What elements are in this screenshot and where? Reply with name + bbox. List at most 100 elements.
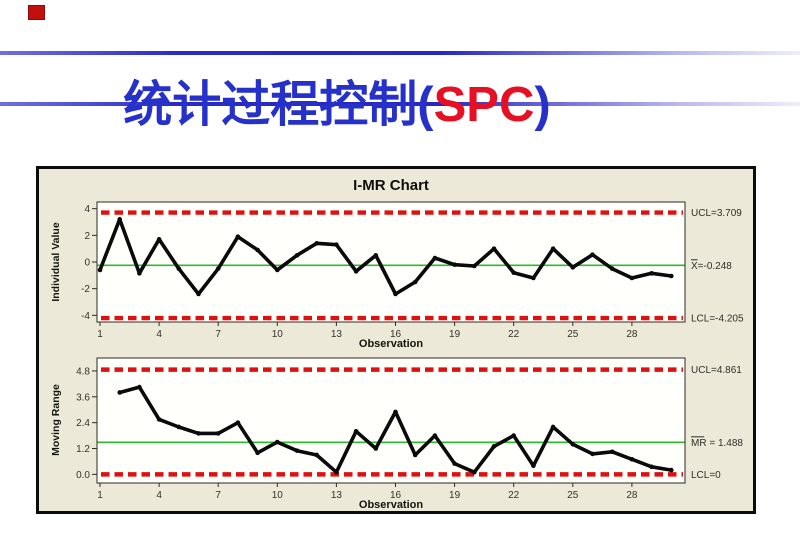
imr-chart-frame: I-MR Chart Individual Value Moving Range…	[36, 166, 756, 514]
moving-range-x-tick-label: 13	[331, 490, 343, 501]
moving-range-data-point	[669, 467, 674, 473]
moving-range-y-tick-label: 3.6	[76, 392, 90, 403]
moving-range-x-tick-label: 25	[567, 490, 579, 501]
individuals-data-point	[609, 266, 615, 271]
slide-title: 统计过程控制(SPC)	[123, 77, 550, 133]
individuals-data-point	[550, 246, 556, 251]
individuals-x-tick-label: 28	[626, 329, 638, 340]
moving-range-data-point	[472, 469, 477, 475]
moving-range-x-tick-label: 22	[508, 490, 520, 501]
individuals-y-tick-label: -2	[81, 284, 90, 295]
individuals-x-tick-label: 25	[567, 329, 579, 340]
individuals-data-point	[97, 267, 103, 273]
moving-range-data-point	[255, 450, 260, 456]
moving-range-data-point	[334, 469, 339, 475]
moving-range-y-tick-label: 0.0	[76, 470, 90, 481]
corner-marker	[28, 5, 45, 20]
individuals-data-point	[334, 242, 339, 247]
individuals-data-point	[314, 241, 320, 246]
individuals-x-tick-label: 19	[449, 329, 461, 340]
individuals-y-tick-label: 2	[84, 231, 90, 242]
moving-range-center-label: MR = 1.488	[691, 438, 743, 449]
moving-range-data-point	[550, 424, 556, 430]
moving-range-y-axis-label: Moving Range	[50, 384, 62, 456]
individuals-x-axis-label: Observation	[359, 338, 423, 350]
moving-range-data-point	[215, 431, 221, 436]
individuals-data-point	[196, 291, 201, 297]
moving-range-data-point	[491, 444, 497, 449]
individuals-data-point	[649, 271, 654, 276]
individuals-lcl-label: LCL=-4.205	[691, 314, 744, 325]
individuals-data-point	[472, 263, 477, 269]
moving-range-data-point	[117, 390, 122, 395]
individuals-data-point	[531, 275, 536, 281]
individuals-x-tick-label: 7	[215, 329, 221, 340]
moving-range-panel: 4.8 3.6 2.4 1.2 0.0 1 4 7 10 13 16 19 22 25 28 UCL=4.86…	[76, 357, 743, 501]
individuals-data-point	[215, 266, 221, 271]
moving-range-data-point	[235, 420, 241, 425]
individuals-x-tick-label: 22	[508, 329, 520, 340]
individuals-data-point	[255, 247, 260, 253]
individuals-data-point	[590, 252, 595, 257]
individuals-data-point	[491, 246, 497, 251]
moving-range-x-tick-label: 7	[215, 490, 221, 501]
individuals-data-point	[353, 269, 359, 274]
moving-range-ucl-label: UCL=4.861	[691, 365, 742, 376]
moving-range-x-tick-label: 1	[97, 490, 103, 501]
moving-range-data-point	[176, 424, 182, 430]
individuals-data-point	[235, 234, 241, 239]
individuals-data-point	[629, 275, 635, 281]
moving-range-y-tick-label: 1.2	[76, 444, 90, 455]
moving-range-data-point	[412, 452, 418, 458]
title-rule-top	[0, 51, 800, 55]
title-rule-bottom	[0, 102, 800, 106]
individuals-x-tick-label: 13	[331, 329, 343, 340]
individuals-data-point	[432, 255, 438, 261]
individuals-y-tick-label: 4	[84, 204, 90, 215]
moving-range-lcl-label: LCL=0	[691, 470, 721, 481]
moving-range-x-tick-label: 16	[390, 490, 402, 501]
individuals-data-point	[452, 262, 457, 267]
individuals-y-tick-label: 0	[84, 258, 90, 269]
individuals-data-point	[373, 253, 379, 258]
moving-range-data-point	[353, 428, 359, 434]
slide-title-highlight: SPC	[433, 77, 535, 132]
individuals-panel: 4 2 0 -2 -4 1 4 7 10 13 16 19 22 25 28 UCL=3.709 X=-0.24…	[81, 201, 744, 340]
individuals-y-tick-label: -4	[81, 311, 90, 322]
imr-chart: I-MR Chart Individual Value Moving Range…	[50, 177, 744, 511]
moving-range-data-point	[432, 433, 438, 438]
individuals-y-axis-label: Individual Value	[50, 222, 62, 302]
individuals-x-tick-label: 10	[272, 329, 284, 340]
individuals-data-point	[669, 273, 674, 279]
individuals-data-point	[393, 291, 398, 297]
individuals-ucl-label: UCL=3.709	[691, 208, 742, 219]
individuals-data-point	[294, 253, 300, 258]
moving-range-y-tick-label: 2.4	[76, 418, 90, 429]
moving-range-data-point	[137, 384, 142, 390]
individuals-data-point	[156, 237, 162, 242]
individuals-data-point	[176, 266, 182, 271]
individuals-x-tick-label: 4	[156, 329, 162, 340]
individuals-plot-area	[96, 201, 686, 323]
moving-range-data-point	[609, 449, 615, 455]
moving-range-data-point	[275, 439, 280, 445]
slide-title-suffix: )	[534, 77, 551, 132]
slide-title-prefix: 统计过程控制(	[123, 77, 434, 132]
moving-range-data-point	[373, 446, 379, 451]
moving-range-x-axis-label: Observation	[359, 499, 423, 511]
moving-range-data-point	[294, 448, 300, 453]
individuals-center-label: X=-0.248	[691, 261, 732, 272]
individuals-data-point	[570, 265, 576, 270]
moving-range-data-point	[511, 433, 516, 438]
individuals-x-tick-label: 1	[97, 329, 103, 340]
moving-range-data-point	[393, 409, 398, 415]
moving-range-data-point	[649, 464, 654, 470]
individuals-data-point	[275, 267, 280, 273]
individuals-data-point	[117, 217, 122, 222]
individuals-series-line	[98, 217, 674, 296]
individuals-data-point	[511, 270, 516, 275]
moving-range-data-point	[590, 451, 595, 457]
moving-range-x-tick-label: 19	[449, 490, 461, 501]
moving-range-data-point	[531, 463, 536, 469]
individuals-x-tick-label: 16	[390, 329, 402, 340]
